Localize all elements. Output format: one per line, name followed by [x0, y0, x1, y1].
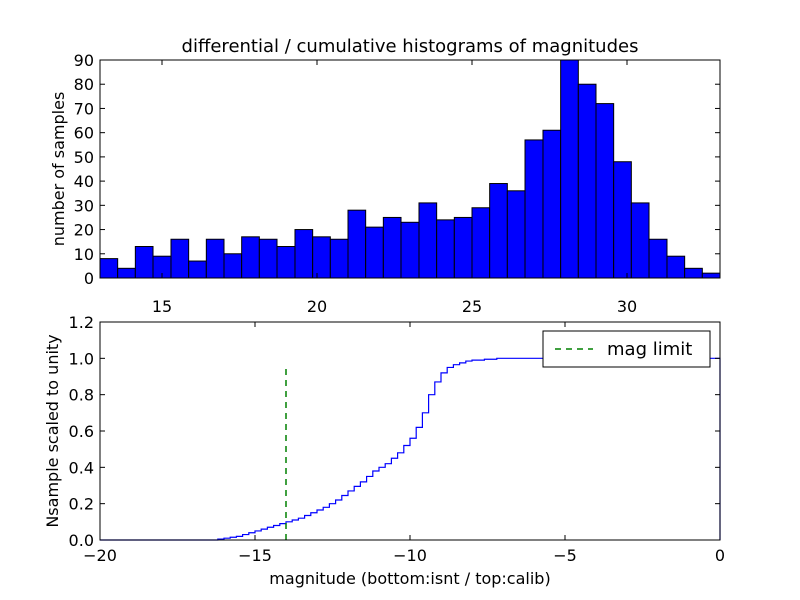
x-tick-label: −20 [83, 546, 117, 565]
histogram-bar [99, 258, 119, 279]
histogram-bar [347, 209, 367, 279]
y-tick-label: 30 [74, 196, 94, 215]
cumulative-step-line [100, 357, 721, 541]
histogram-bar [471, 207, 491, 279]
histogram-bar [294, 229, 314, 279]
x-tick-label: 0 [715, 546, 725, 565]
histogram-bar [258, 238, 278, 279]
cumulative-lines [100, 357, 721, 541]
x-tick-label: 30 [617, 297, 637, 316]
x-tick-label: −5 [553, 546, 577, 565]
histogram-bar [489, 183, 508, 279]
cumulative-x-axis-label: magnitude (bottom:isnt / top:calib) [269, 569, 550, 588]
x-tick-label: 25 [462, 297, 482, 316]
histogram-bar [312, 236, 331, 279]
histogram-bar [436, 219, 455, 279]
histogram-bar [365, 226, 384, 279]
histogram-bar [524, 139, 544, 279]
histogram-x-ticks: 15 20 25 30 [152, 60, 637, 316]
y-tick-label: 40 [74, 172, 94, 191]
histogram-y-axis-label: number of samples [49, 92, 68, 247]
histogram-bar [329, 238, 349, 279]
histogram-bar [684, 267, 703, 279]
histogram-axes-frame [99, 59, 721, 279]
histogram-bar [701, 272, 721, 279]
histogram-bar [117, 267, 136, 279]
cumulative-y-axis-label: Nsample scaled to unity [43, 334, 62, 527]
x-tick-label: 20 [307, 297, 327, 316]
y-tick-label: 0.2 [69, 495, 94, 514]
histogram-bar [542, 129, 562, 279]
histogram-bar [560, 59, 579, 279]
histogram-bar [276, 246, 296, 279]
x-tick-label: 15 [152, 297, 172, 316]
histogram-bar [418, 202, 438, 279]
x-tick-label: −15 [238, 546, 272, 565]
histogram-bar [188, 260, 207, 279]
histogram-y-ticks: 0 10 20 30 40 50 60 70 80 90 [74, 51, 720, 288]
y-tick-label: 0.6 [69, 422, 94, 441]
cumulative-panel: 0.0 0.2 0.4 0.6 0.8 1.0 1.2 −20 −15 −10 −5 0 Nsamp… [43, 313, 725, 588]
histogram-bar [577, 83, 597, 279]
histogram-bar [630, 202, 650, 279]
histogram-bar [223, 253, 243, 279]
x-tick-label: −10 [393, 546, 427, 565]
histogram-bar [400, 221, 420, 279]
histogram-bar [241, 236, 260, 279]
cumulative-y-ticks: 0.0 0.2 0.4 0.6 0.8 1.0 1.2 [69, 313, 720, 550]
y-tick-label: 80 [74, 75, 94, 94]
y-tick-label: 1.2 [69, 313, 94, 332]
legend: mag limit [542, 330, 711, 368]
histogram-panel: differential / cumulative histograms of … [49, 36, 721, 316]
chart-title: differential / cumulative histograms of … [182, 36, 639, 57]
histogram-bar [648, 238, 668, 279]
histogram-bar [170, 238, 190, 279]
histogram-bar [134, 246, 154, 279]
histogram-bar [453, 216, 473, 279]
histogram-bar [595, 103, 615, 279]
y-tick-label: 0.0 [69, 531, 94, 550]
y-tick-label: 10 [74, 245, 94, 264]
histogram-bar [613, 161, 632, 279]
y-tick-label: 1.0 [69, 349, 94, 368]
histogram-bar [666, 255, 686, 279]
histogram-bar [205, 238, 225, 279]
y-tick-label: 20 [74, 221, 94, 240]
legend-label-mag-limit: mag limit [607, 339, 692, 360]
y-tick-label: 50 [74, 148, 94, 167]
histogram-bars [99, 59, 721, 279]
y-tick-label: 0.8 [69, 386, 94, 405]
y-tick-label: 0 [84, 269, 94, 288]
y-tick-label: 60 [74, 124, 94, 143]
y-tick-label: 70 [74, 99, 94, 118]
histogram-bar [506, 190, 526, 279]
y-tick-label: 90 [74, 51, 94, 70]
histogram-bar [382, 216, 402, 279]
cumulative-x-ticks: −20 −15 −10 −5 0 [83, 322, 725, 565]
y-tick-label: 0.4 [69, 458, 94, 477]
